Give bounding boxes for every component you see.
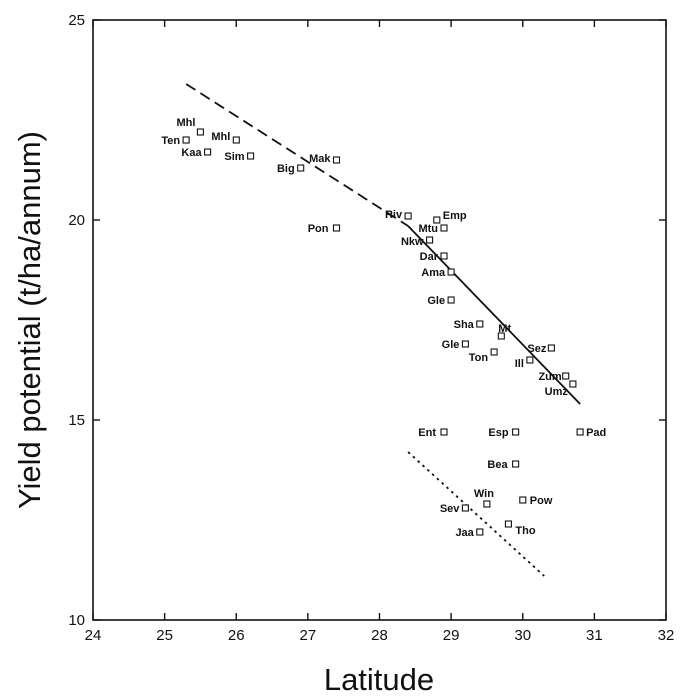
point-label: Pad bbox=[586, 427, 606, 439]
point-label: Mak bbox=[309, 153, 331, 165]
point-label: Jaa bbox=[455, 527, 474, 539]
point-label: Zum bbox=[538, 371, 561, 383]
point-label: Ama bbox=[421, 267, 446, 279]
data-point bbox=[547, 344, 555, 352]
x-axis-title: Latitude bbox=[324, 662, 434, 697]
data-point bbox=[196, 128, 204, 136]
data-point bbox=[440, 252, 448, 260]
point-label: Ten bbox=[161, 135, 180, 147]
point-label: Ton bbox=[469, 352, 489, 364]
x-tick-label: 31 bbox=[586, 627, 603, 644]
point-label: Ent bbox=[418, 427, 436, 439]
data-point bbox=[512, 428, 520, 436]
point-label: Riv bbox=[385, 209, 403, 221]
data-point bbox=[182, 136, 190, 144]
data-point bbox=[461, 504, 469, 512]
point-label: Umz bbox=[545, 386, 569, 398]
data-point bbox=[247, 152, 255, 160]
x-tick-label: 30 bbox=[514, 627, 531, 644]
data-point bbox=[433, 216, 441, 224]
data-point bbox=[497, 332, 505, 340]
data-point bbox=[576, 428, 584, 436]
point-label: Mhl bbox=[211, 131, 230, 143]
point-label: Pon bbox=[308, 223, 329, 235]
point-label: Mhl bbox=[176, 117, 195, 129]
data-point bbox=[232, 136, 240, 144]
point-label: Nkw bbox=[401, 236, 424, 248]
data-point bbox=[526, 356, 534, 364]
x-tick-label: 28 bbox=[371, 627, 388, 644]
point-label: Sev bbox=[440, 503, 460, 515]
point-label: Pow bbox=[530, 495, 553, 507]
dashed-trend-line bbox=[185, 83, 409, 227]
data-point bbox=[476, 528, 484, 536]
point-label: Tho bbox=[515, 525, 535, 537]
data-point bbox=[461, 340, 469, 348]
point-label: Dar bbox=[420, 251, 439, 263]
data-point bbox=[404, 212, 412, 220]
data-point bbox=[440, 224, 448, 232]
point-label: Win bbox=[474, 488, 494, 500]
axis-ticks: 24 25 26 27 28 29 30 31 32 10 15 20 25 bbox=[68, 12, 674, 644]
x-tick-label: 29 bbox=[443, 627, 460, 644]
data-point bbox=[297, 164, 305, 172]
dotted-trend-line bbox=[407, 451, 545, 577]
data-point bbox=[204, 148, 212, 156]
point-label: Sha bbox=[454, 319, 475, 331]
y-tick-label: 20 bbox=[68, 212, 85, 229]
point-label: Gle bbox=[442, 339, 460, 351]
solid-trend-line bbox=[407, 225, 581, 405]
point-label: Bea bbox=[487, 459, 508, 471]
point-label: Mt bbox=[498, 323, 511, 335]
point-label: Sim bbox=[224, 151, 244, 163]
data-point bbox=[476, 320, 484, 328]
data-point bbox=[447, 296, 455, 304]
point-label: Gle bbox=[427, 295, 445, 307]
data-point bbox=[447, 268, 455, 276]
point-label: Kaa bbox=[181, 147, 202, 159]
x-tick-label: 32 bbox=[658, 627, 675, 644]
plot-frame bbox=[92, 19, 667, 621]
data-point bbox=[569, 380, 577, 388]
point-label: Ill bbox=[515, 358, 524, 370]
x-tick-label: 25 bbox=[156, 627, 173, 644]
data-point bbox=[490, 348, 498, 356]
y-tick-label: 10 bbox=[68, 612, 85, 629]
data-point bbox=[519, 496, 527, 504]
data-point bbox=[512, 460, 520, 468]
data-point bbox=[483, 500, 491, 508]
point-label: Esp bbox=[488, 427, 508, 439]
point-label: Emp bbox=[443, 210, 467, 222]
y-tick-label: 25 bbox=[68, 12, 85, 29]
data-point bbox=[426, 236, 434, 244]
point-label: Big bbox=[277, 163, 295, 175]
data-point bbox=[332, 156, 341, 164]
point-label: Mtu bbox=[418, 223, 438, 235]
y-axis-title: Yield potential (t/ha/annum) bbox=[12, 131, 47, 509]
y-tick-label: 15 bbox=[68, 412, 85, 429]
x-tick-label: 26 bbox=[228, 627, 245, 644]
data-point bbox=[562, 372, 570, 380]
data-point bbox=[504, 520, 512, 528]
point-label: Sez bbox=[527, 343, 546, 355]
data-point bbox=[332, 224, 341, 232]
x-tick-label: 27 bbox=[300, 627, 317, 644]
trend-lines bbox=[185, 83, 581, 577]
data-point bbox=[440, 428, 448, 436]
x-tick-label: 24 bbox=[85, 627, 102, 644]
